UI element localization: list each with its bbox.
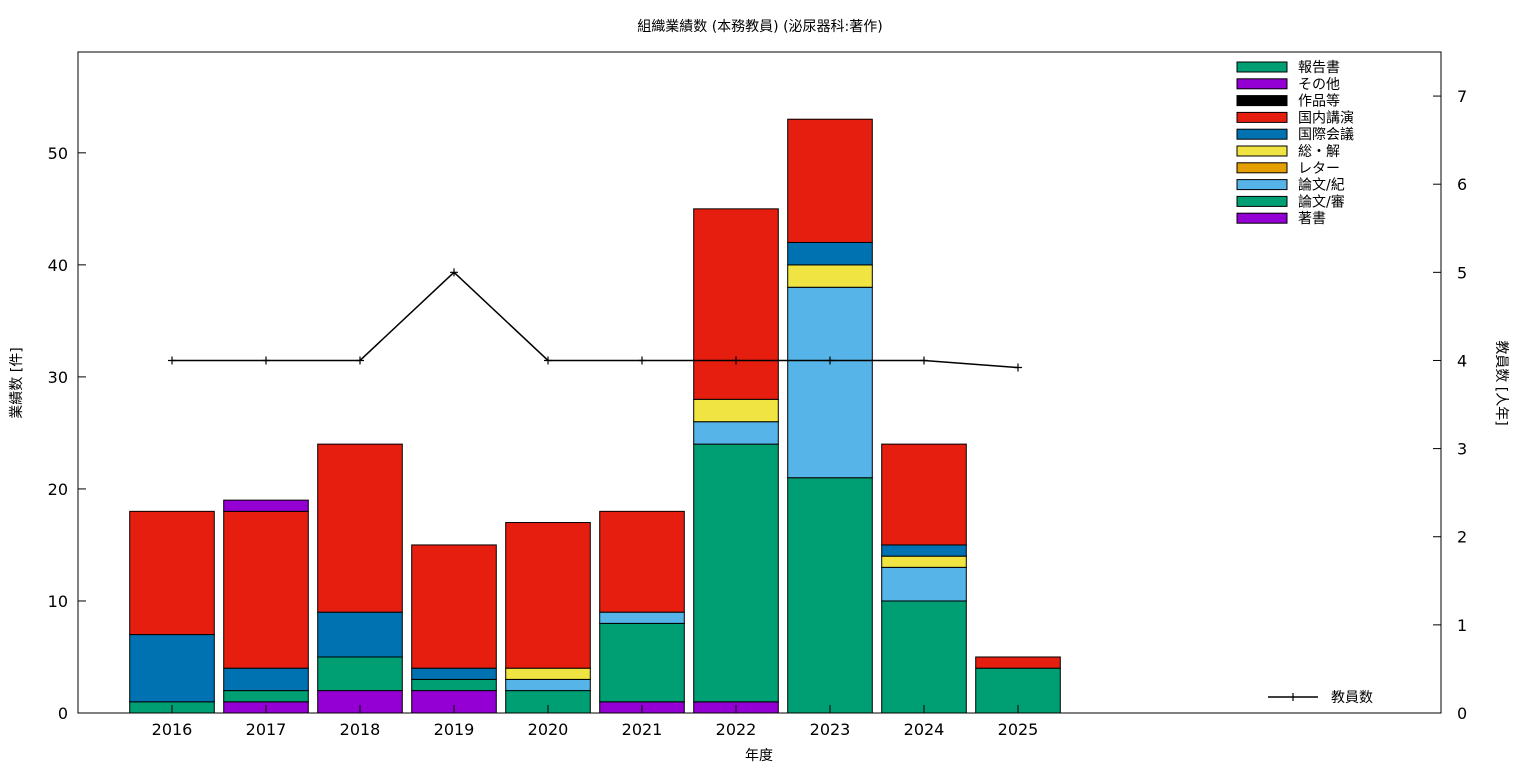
line-point-2019 — [450, 268, 458, 277]
legend-label: レター — [1298, 161, 1340, 177]
line-point-2020 — [544, 356, 552, 365]
bar-2020-series-2 — [505, 678, 591, 692]
legend-label: 報告書 — [1298, 60, 1340, 76]
y2-tick-label: 2 — [1457, 528, 1467, 547]
y2-tick-label: 5 — [1457, 263, 1467, 282]
bar-2018-series-5 — [317, 611, 403, 658]
bar-2020-series-4 — [505, 667, 591, 680]
bar-2021-series-2 — [599, 611, 685, 624]
plot-frame — [77, 51, 1442, 714]
y-axis-label: 業績数 [件] — [9, 347, 25, 418]
legend-swatch — [1236, 78, 1288, 90]
bar-2017-series-5 — [223, 667, 309, 692]
legend-swatch — [1236, 195, 1288, 207]
bar-2024-series-4 — [881, 555, 967, 568]
y-tick-label: 30 — [48, 368, 68, 387]
bar-2024-series-1 — [881, 600, 967, 714]
legend-label: 作品等 — [1298, 93, 1340, 110]
y2-tick-label: 4 — [1457, 351, 1467, 370]
line-layer — [168, 268, 1022, 372]
line-point-2023 — [826, 356, 834, 365]
legend-swatch — [1236, 95, 1288, 107]
bar-2021-series-1 — [599, 622, 685, 703]
line-point-2022 — [732, 356, 740, 365]
chart-title: 組織業績数 (本務教員) (泌尿器科:著作) — [637, 19, 882, 35]
legend-swatch — [1236, 162, 1288, 174]
x-axis-label: 年度 — [745, 748, 773, 764]
line-point-2018 — [356, 356, 364, 365]
bars-layer — [129, 118, 1061, 714]
bar-2016-series-5 — [129, 634, 215, 703]
legend-swatch — [1236, 111, 1288, 123]
bar-2023-series-1 — [787, 477, 873, 714]
bar-2020-series-6 — [505, 522, 591, 669]
line-teacher-count — [172, 271, 1019, 369]
y-tick-label: 20 — [48, 480, 68, 499]
bar-2022-series-6 — [693, 208, 779, 400]
bar-2018-series-6 — [317, 443, 403, 613]
y-tick-label: 0 — [58, 704, 68, 723]
legend-label: 著書 — [1298, 211, 1326, 227]
x-tick-label: 2024 — [904, 720, 945, 739]
bar-2023-series-6 — [787, 118, 873, 243]
bar-2018-series-1 — [317, 656, 403, 692]
bar-2017-series-8 — [223, 499, 309, 512]
x-tick-label: 2017 — [246, 720, 287, 739]
bar-2017-series-1 — [223, 690, 309, 703]
legend-label: 総・解 — [1298, 144, 1340, 160]
legend-label: 論文/紀 — [1298, 178, 1345, 194]
y-tick-label: 40 — [48, 256, 68, 275]
legend-label: 論文/審 — [1298, 194, 1345, 210]
y2-tick-label: 1 — [1457, 616, 1467, 635]
axes-layer: 0 10 20 30 40 50 0 1 2 3 4 5 6 7 2016 2017 2018 2019 2020 2… — [48, 87, 1468, 739]
y-tick-label: 10 — [48, 592, 68, 611]
legend-swatch — [1236, 128, 1288, 140]
bar-2024-series-5 — [881, 544, 967, 557]
line-point-2024 — [920, 356, 928, 365]
legend-label: 国際会議 — [1298, 126, 1354, 143]
line-point-2021 — [638, 356, 646, 365]
y2-axis-label: 教員数 [人年] — [1493, 340, 1509, 425]
legend-swatch — [1236, 61, 1288, 73]
legend-line-label: 教員数 — [1331, 690, 1373, 706]
bar-2019-series-1 — [411, 678, 497, 692]
bar-2025-series-6 — [975, 656, 1061, 669]
line-point-2016 — [168, 356, 176, 365]
y-tick-label: 50 — [48, 144, 68, 163]
x-tick-label: 2025 — [998, 720, 1039, 739]
legend-swatch — [1236, 212, 1288, 224]
x-tick-label: 2020 — [528, 720, 569, 739]
x-tick-label: 2023 — [810, 720, 851, 739]
x-tick-label: 2018 — [340, 720, 381, 739]
bar-2019-series-6 — [411, 544, 497, 669]
bar-2023-series-5 — [787, 241, 873, 266]
x-tick-label: 2021 — [622, 720, 663, 739]
legend-swatch — [1236, 145, 1288, 157]
x-tick-label: 2019 — [434, 720, 475, 739]
y2-tick-label: 6 — [1457, 175, 1467, 194]
x-tick-label: 2022 — [716, 720, 757, 739]
y2-tick-label: 7 — [1457, 87, 1467, 106]
bar-2022-series-2 — [693, 421, 779, 445]
line-point-2017 — [262, 356, 270, 365]
bar-2024-series-6 — [881, 443, 967, 546]
y2-tick-label: 3 — [1457, 440, 1467, 459]
bar-2022-series-4 — [693, 398, 779, 423]
bar-2023-series-2 — [787, 286, 873, 479]
bar-2023-series-4 — [787, 264, 873, 288]
bar-2019-series-5 — [411, 667, 497, 680]
legend-label: 国内講演 — [1298, 110, 1354, 126]
y2-tick-label: 0 — [1457, 704, 1467, 723]
bar-2022-series-1 — [693, 443, 779, 703]
bar-2021-series-6 — [599, 510, 685, 613]
bar-2016-series-6 — [129, 510, 215, 636]
x-tick-label: 2016 — [152, 720, 193, 739]
bar-2017-series-6 — [223, 510, 309, 669]
line-point-2025 — [1014, 363, 1022, 372]
legend-swatch — [1236, 179, 1288, 191]
bar-2024-series-2 — [881, 566, 967, 602]
legend-label: その他 — [1298, 77, 1340, 93]
